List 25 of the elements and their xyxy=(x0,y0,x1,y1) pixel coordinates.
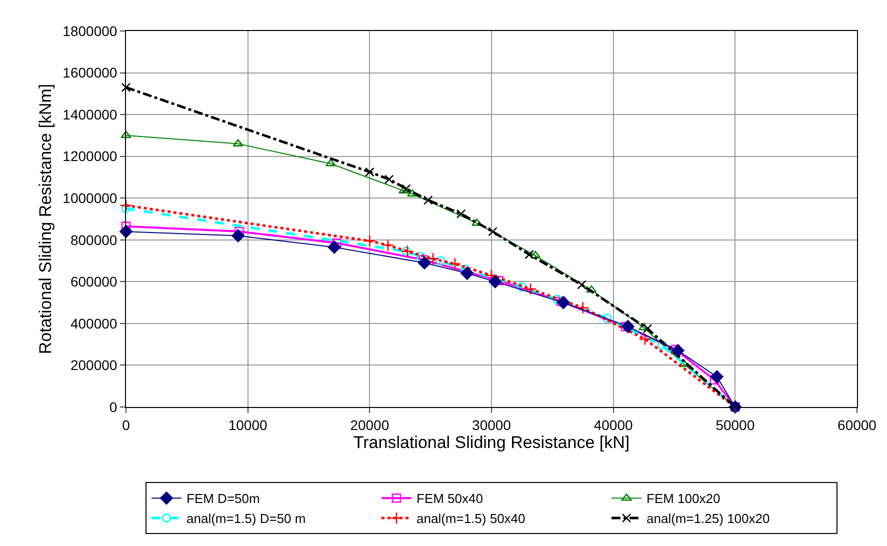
y-tick-label: 800000 xyxy=(70,232,118,248)
legend-label: FEM 100x20 xyxy=(646,491,720,506)
y-tick-label: 1400000 xyxy=(62,106,118,122)
x-tick-label: 50000 xyxy=(716,416,755,433)
x-tick-label: 40000 xyxy=(594,416,634,433)
x-tick-label: 60000 xyxy=(838,416,877,433)
legend-label: anal(m=1.5) D=50 m xyxy=(186,511,306,526)
legend-label: anal(m=1.5) 50x40 xyxy=(416,511,526,526)
y-tick-label: 400000 xyxy=(70,315,118,332)
y-tick-label: 600000 xyxy=(70,274,118,290)
y-tick-label: 1200000 xyxy=(62,148,118,164)
x-tick-label: 10000 xyxy=(228,416,268,433)
y-tick-label: 1600000 xyxy=(62,64,118,81)
x-tick-label: 0 xyxy=(122,416,130,433)
x-tick-label: 30000 xyxy=(472,416,512,433)
x-tick-label: 20000 xyxy=(350,416,390,433)
y-tick-label: 1000000 xyxy=(62,190,118,206)
y-tick-label: 1800000 xyxy=(62,22,118,39)
y-axis-title: Rotational Sliding Resistance [kNm] xyxy=(36,84,56,354)
y-tick-label: 0 xyxy=(109,398,118,415)
legend-label: anal(m=1.25) 100x20 xyxy=(646,511,770,526)
legend-label: FEM 50x40 xyxy=(416,491,483,506)
legend-label: FEM D=50m xyxy=(186,491,260,506)
y-tick-label: 200000 xyxy=(70,357,118,374)
x-axis-title: Translational Sliding Resistance [kN] xyxy=(353,433,630,452)
